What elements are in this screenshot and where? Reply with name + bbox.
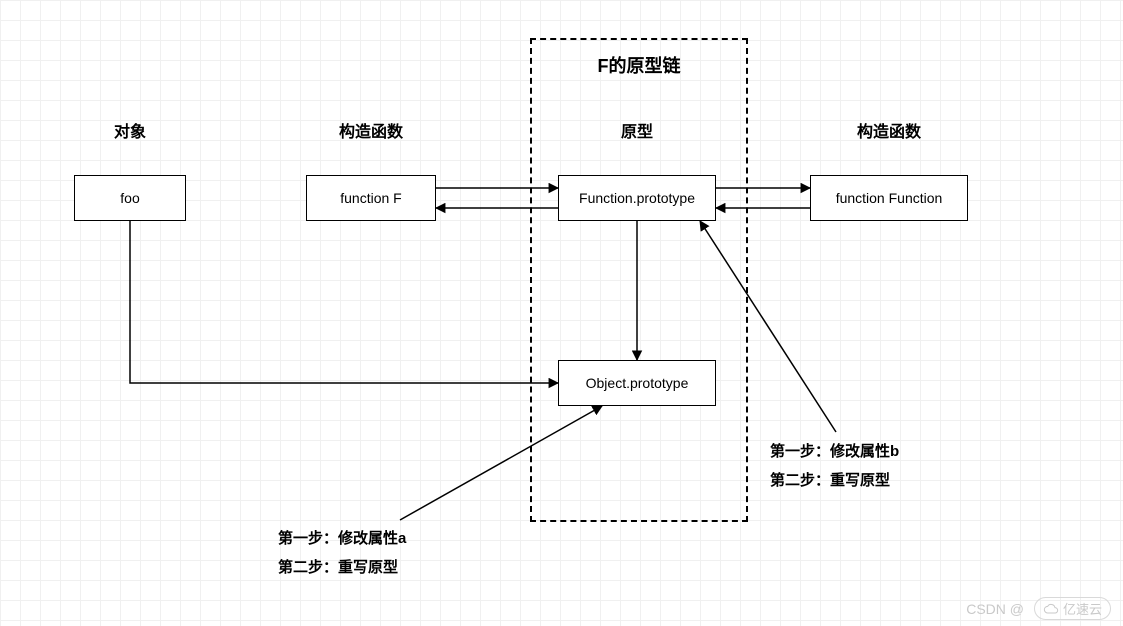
watermark: CSDN @ 亿速云 bbox=[966, 597, 1111, 620]
node-foo: foo bbox=[74, 175, 186, 221]
watermark-right: 亿速云 bbox=[1034, 597, 1111, 620]
node-function-function: function Function bbox=[810, 175, 968, 221]
col-label-constructor-2: 构造函数 bbox=[810, 118, 968, 142]
region-title: F的原型链 bbox=[530, 52, 748, 78]
node-function-f: function F bbox=[306, 175, 436, 221]
col-label-object: 对象 bbox=[74, 118, 186, 142]
note-right: 第一步：修改属性b 第二步：重写原型 bbox=[770, 438, 899, 495]
prototype-chain-region bbox=[530, 38, 748, 522]
note-right-line2: 第二步：重写原型 bbox=[770, 467, 899, 496]
note-right-line1: 第一步：修改属性b bbox=[770, 438, 899, 467]
edge-foo-to-op bbox=[130, 221, 558, 383]
note-left-line2: 第二步：重写原型 bbox=[278, 554, 406, 583]
cloud-icon bbox=[1043, 603, 1059, 615]
col-label-prototype: 原型 bbox=[558, 118, 716, 142]
note-left-line1: 第一步：修改属性a bbox=[278, 525, 406, 554]
watermark-right-text: 亿速云 bbox=[1063, 599, 1102, 618]
col-label-constructor-1: 构造函数 bbox=[306, 118, 436, 142]
watermark-left: CSDN @ bbox=[966, 601, 1024, 617]
node-function-prototype: Function.prototype bbox=[558, 175, 716, 221]
note-left: 第一步：修改属性a 第二步：重写原型 bbox=[278, 525, 406, 582]
node-object-prototype: Object.prototype bbox=[558, 360, 716, 406]
